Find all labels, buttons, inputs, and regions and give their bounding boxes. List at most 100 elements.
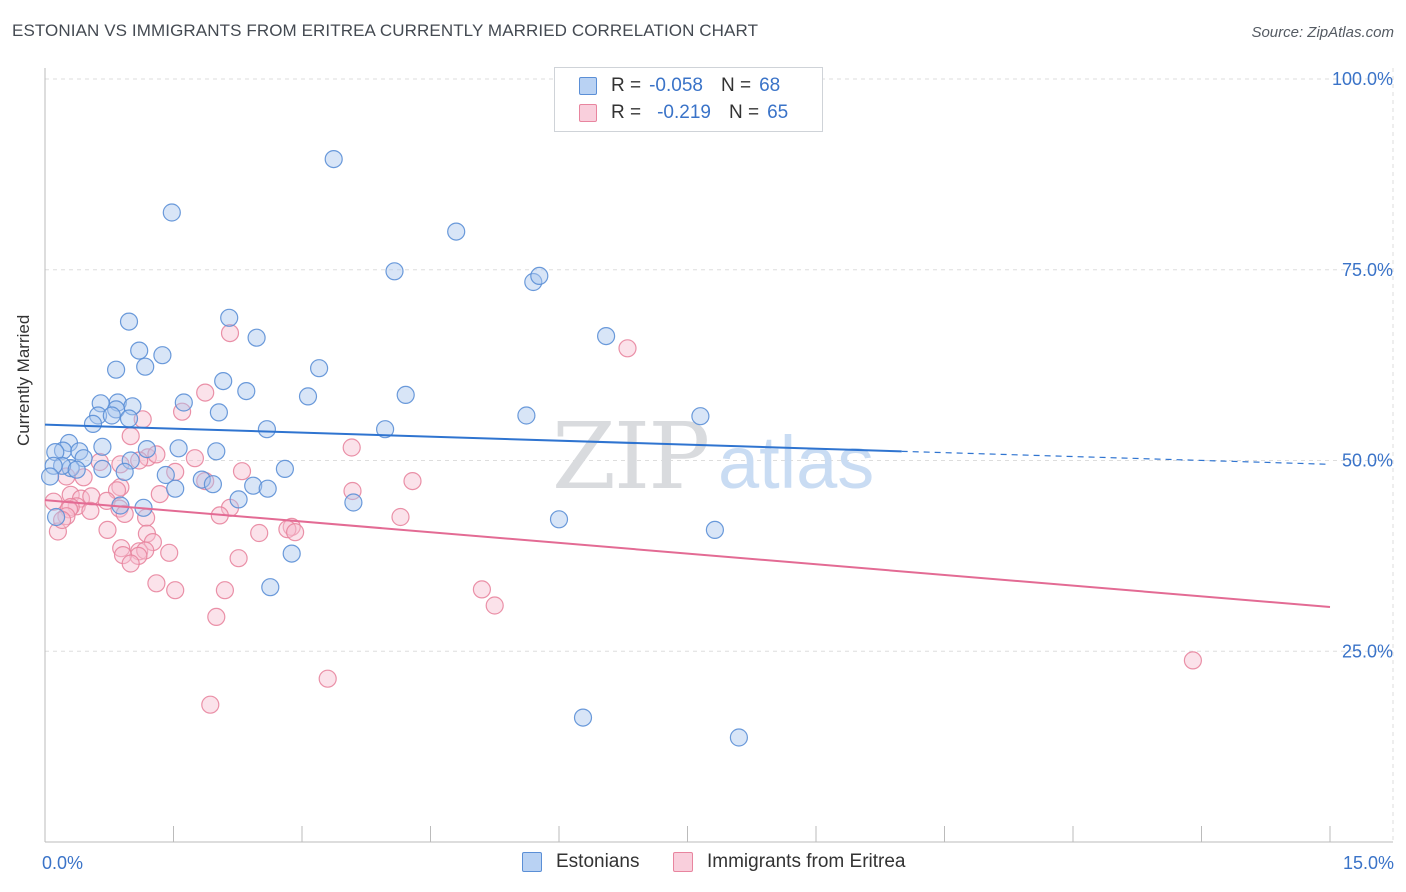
estonian-point	[162, 203, 181, 222]
estonian-point	[156, 465, 175, 485]
estonian-point	[298, 387, 318, 406]
estonian-point	[153, 346, 172, 365]
eritrea-point	[98, 520, 117, 540]
eritrea-point	[485, 596, 504, 615]
estonian-point	[115, 462, 134, 481]
estonian-point	[53, 441, 73, 460]
axes	[44, 68, 1393, 843]
estonian-point	[247, 328, 266, 347]
estonian-point	[214, 372, 233, 391]
n-label: N =	[728, 102, 760, 123]
r-label: R =	[611, 75, 642, 96]
eritrea-point	[48, 522, 68, 541]
estonian-point	[344, 493, 363, 512]
estonian-point	[376, 420, 395, 439]
estonian-point	[121, 451, 140, 470]
x-tick-label-min: 0.0%	[42, 853, 84, 873]
estonian-point	[137, 440, 156, 459]
eritrea-point	[342, 438, 361, 457]
legend-item-eritrea: Immigrants from Eritrea	[673, 851, 905, 873]
estonian-point	[74, 449, 93, 468]
eritrea-point	[57, 467, 76, 486]
estonian-point	[549, 510, 569, 529]
estonians-trend-extension	[901, 450, 1331, 465]
eritrea-point	[207, 607, 226, 627]
r-label: R =	[611, 102, 642, 123]
eritrea-point	[112, 539, 131, 558]
legend-item-estonians: Estonians	[522, 851, 639, 873]
eritrea-point	[196, 383, 215, 402]
eritrea-point	[403, 472, 422, 491]
eritrea-point	[121, 427, 140, 446]
estonian-point	[310, 359, 329, 378]
eritrea-point	[129, 546, 148, 566]
estonians-swatch	[579, 77, 597, 95]
source-credit: Source: ZipAtlas.com	[1251, 24, 1394, 41]
eritrea-point	[150, 485, 169, 504]
estonian-point	[207, 442, 226, 461]
estonian-point	[691, 407, 710, 426]
n-label: N =	[720, 75, 752, 96]
estonian-point	[385, 262, 404, 281]
y-tick-label: 75.0%	[1342, 260, 1393, 280]
eritrea-point	[121, 554, 140, 573]
eritrea-point	[173, 402, 192, 421]
estonian-point	[244, 476, 263, 495]
r-value: -0.219	[657, 102, 711, 123]
estonian-point	[93, 437, 112, 456]
estonian-point	[282, 544, 301, 563]
estonian-point	[275, 459, 294, 478]
correlation-legend: R = -0.058 N = 68 R = -0.219 N = 65	[554, 67, 823, 132]
estonian-point	[192, 470, 211, 489]
estonian-point	[396, 385, 415, 404]
n-value: 68	[759, 75, 781, 96]
watermark: ZIP atlas	[552, 403, 874, 510]
series-legend: Estonians Immigrants from Eritrea	[0, 851, 1406, 877]
estonian-point	[169, 439, 188, 458]
estonian-point	[729, 728, 749, 747]
estonian-point	[220, 308, 239, 327]
eritrea-point	[160, 543, 179, 562]
r-value: -0.058	[649, 75, 703, 96]
eritrea-point	[229, 549, 248, 568]
eritrea-point	[318, 669, 337, 688]
estonian-point	[237, 382, 256, 401]
estonian-point	[93, 459, 112, 478]
estonian-point	[166, 479, 185, 498]
watermark-zip: ZIP	[552, 403, 708, 510]
y-axis-title: Currently Married	[14, 314, 33, 446]
estonian-point	[83, 414, 103, 433]
estonian-point	[44, 456, 63, 475]
chart-title: ESTONIAN VS IMMIGRANTS FROM ERITREA CURR…	[12, 21, 759, 40]
estonian-point	[257, 420, 276, 439]
estonian-point	[229, 490, 248, 509]
eritrea-point	[115, 504, 134, 524]
eritrea-swatch	[579, 104, 597, 122]
gridlines	[45, 68, 1394, 842]
estonians-trend-line	[44, 423, 902, 453]
eritrea-legend-swatch	[673, 852, 693, 872]
estonian-point	[130, 341, 149, 360]
eritrea-point	[147, 445, 166, 464]
estonian-point	[102, 406, 121, 425]
legend-label-estonians: Estonians	[556, 851, 640, 872]
n-value: 65	[767, 102, 789, 123]
y-tick-label: 25.0%	[1342, 641, 1393, 661]
estonian-point	[596, 327, 616, 346]
watermark-atlas: atlas	[718, 421, 874, 504]
eritrea-point	[472, 580, 491, 599]
estonians-legend-swatch	[522, 852, 542, 872]
estonian-point	[209, 403, 228, 422]
eritrea-point	[81, 501, 100, 520]
legend-label-eritrea: Immigrants from Eritrea	[707, 851, 906, 872]
estonian-point	[517, 406, 536, 425]
estonian-point	[324, 150, 343, 169]
eritrea-point	[166, 581, 185, 600]
eritrea-point	[250, 523, 269, 543]
estonian-point	[136, 357, 155, 376]
eritrea-point	[185, 449, 204, 468]
eritrea-point	[1183, 651, 1203, 670]
y-tick-label: 100.0%	[1332, 69, 1393, 89]
estonian-point	[46, 507, 66, 527]
legend-row-estonians: R = -0.058 N = 68	[579, 74, 780, 98]
